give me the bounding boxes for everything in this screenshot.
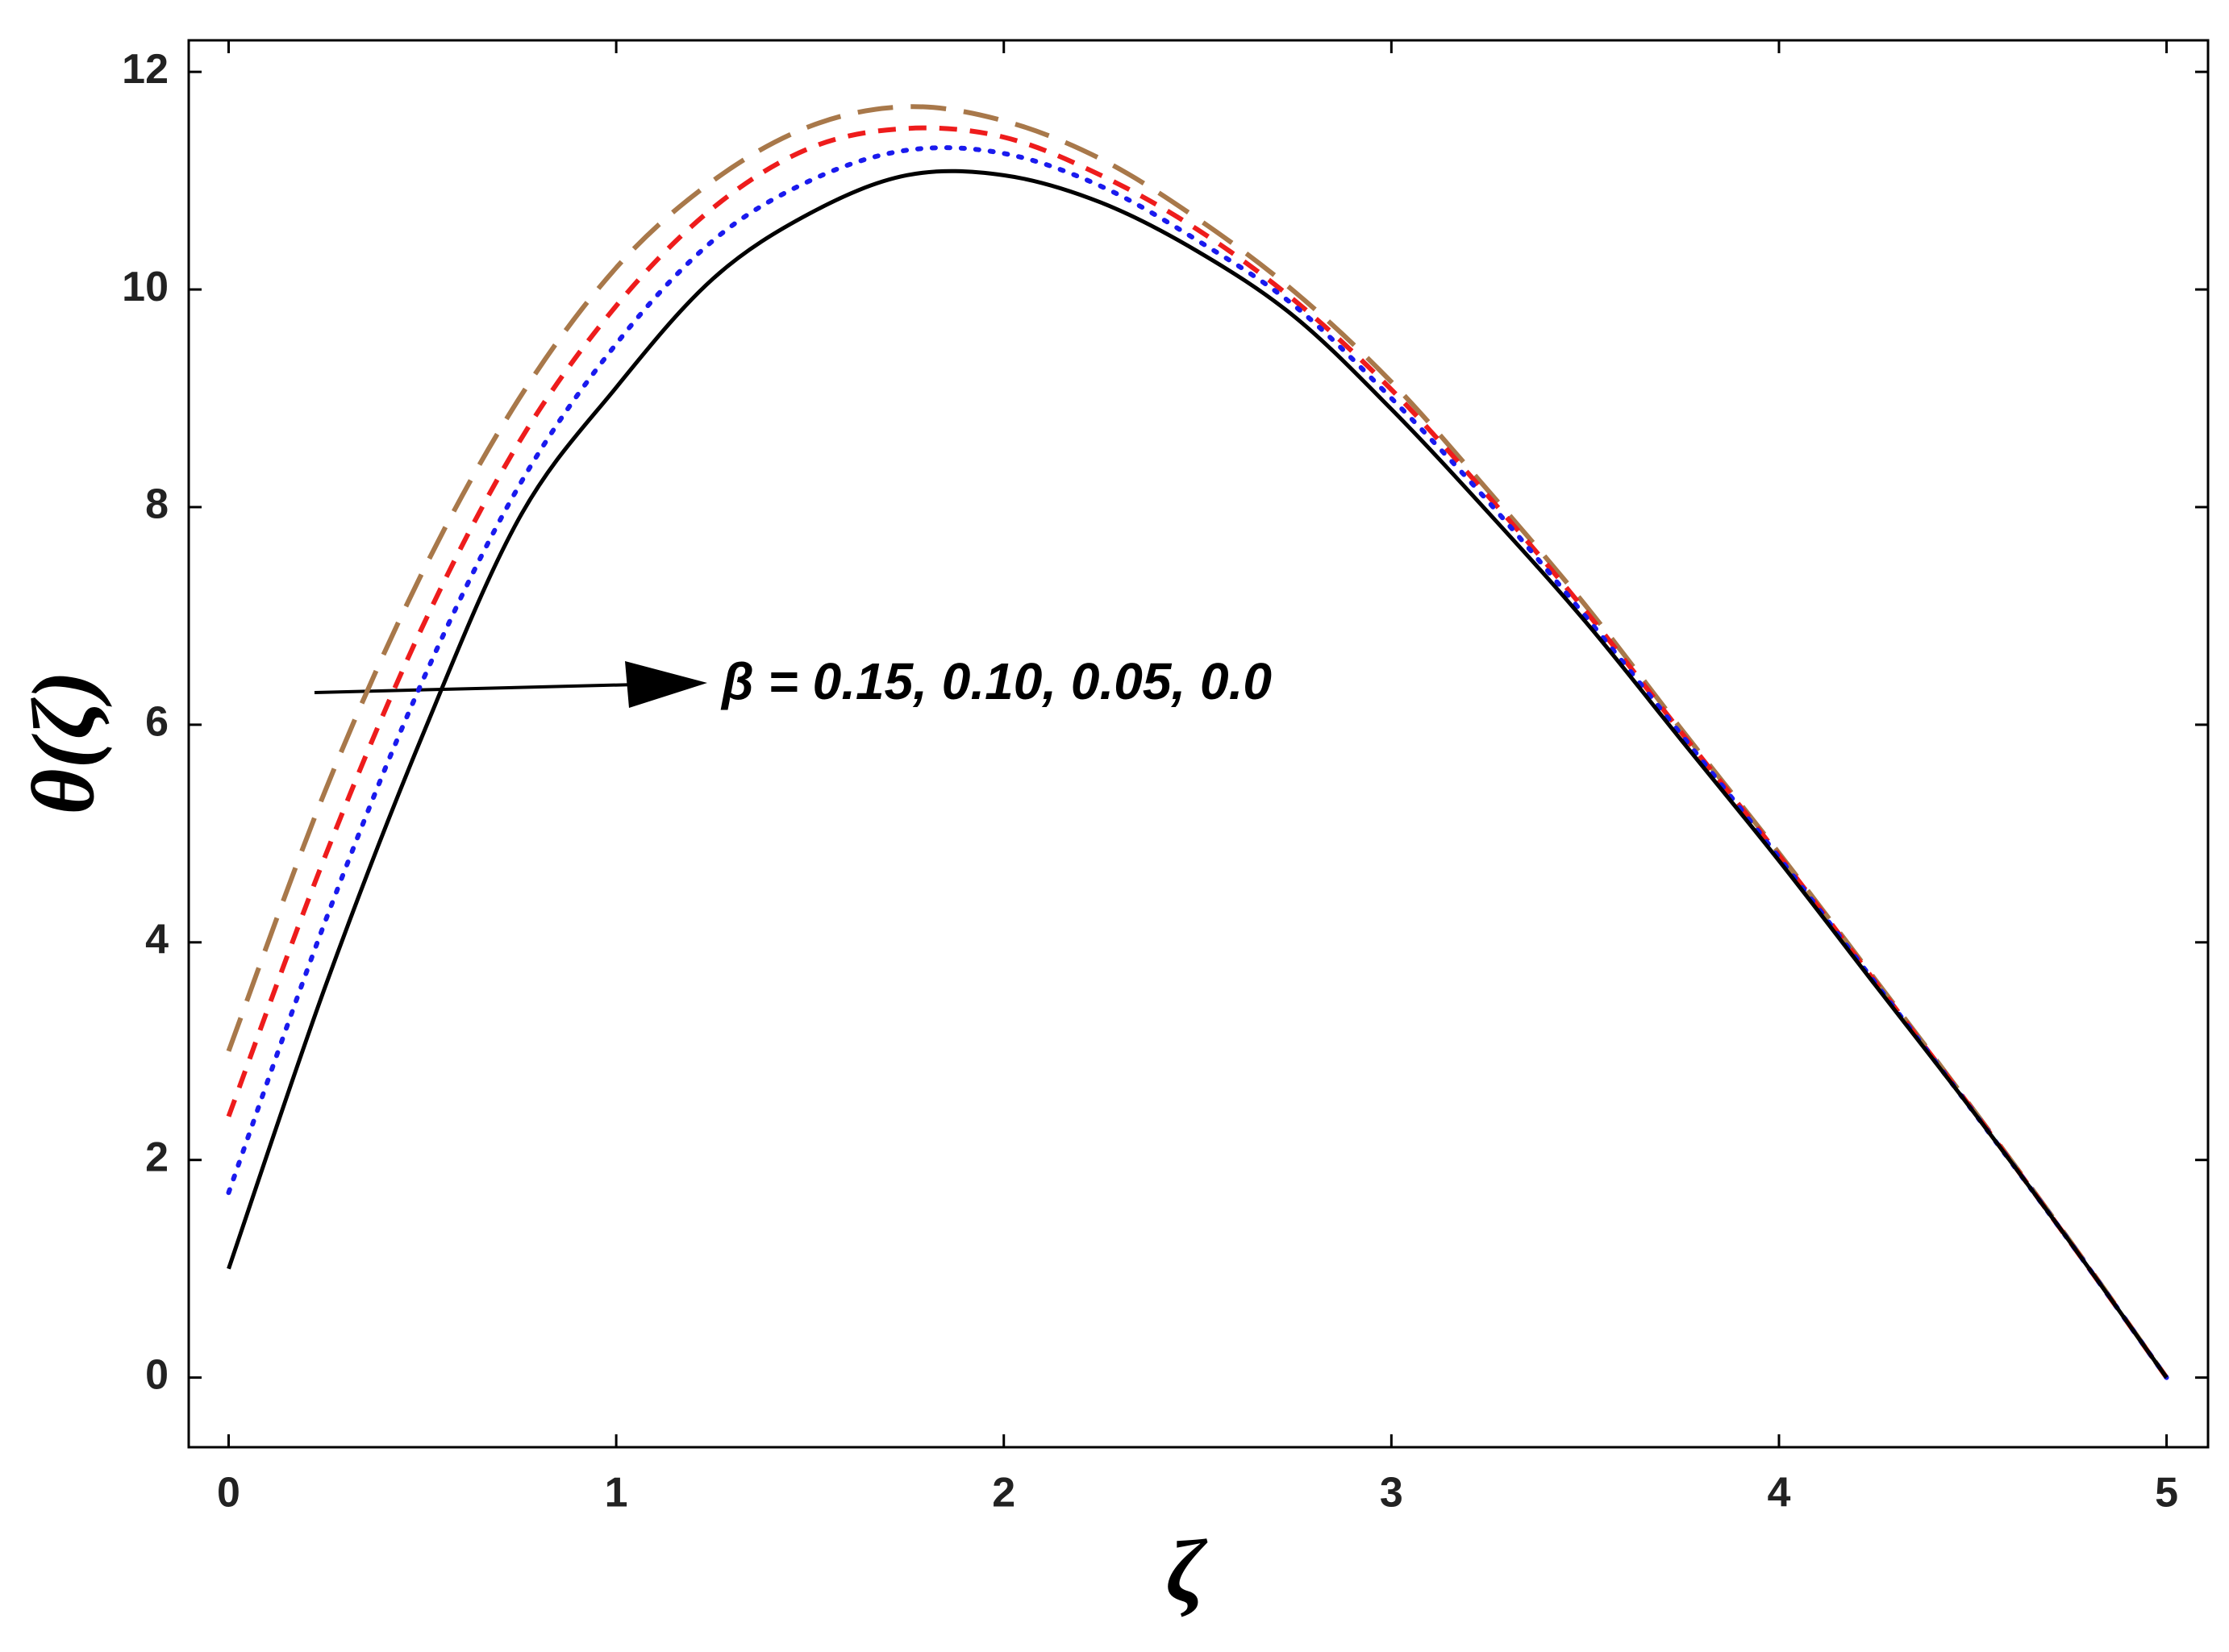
series-line [226, 145, 2169, 1380]
plot-frame [187, 39, 2210, 1449]
x-axis-label: ζ [1166, 1521, 1208, 1620]
annotation-arrow-head [625, 661, 707, 708]
y-tick-label: 6 [145, 699, 169, 746]
x-tick-label: 4 [1767, 1470, 1790, 1517]
series-line [226, 125, 2169, 1379]
x-tick-label: 3 [1380, 1470, 1403, 1517]
x-tick-label: 0 [217, 1470, 240, 1517]
y-tick-label: 2 [145, 1134, 169, 1180]
x-tick-label: 5 [2155, 1470, 2178, 1517]
x-tick-label: 1 [605, 1470, 628, 1517]
annotation-arrow [314, 683, 638, 694]
x-tick-label: 2 [992, 1470, 1015, 1517]
y-tick-label: 12 [122, 46, 169, 93]
series-line [227, 169, 2169, 1379]
annotation: β = 0.15, 0.10, 0.05, 0.0 [720, 652, 1272, 710]
y-tick-label: 8 [145, 481, 169, 528]
series-line [226, 104, 2169, 1379]
y-tick-label: 0 [145, 1351, 169, 1398]
y-tick-label: 10 [122, 264, 169, 310]
y-tick-label: 4 [145, 917, 169, 963]
y-axis-label: θ(ζ) [14, 671, 112, 815]
